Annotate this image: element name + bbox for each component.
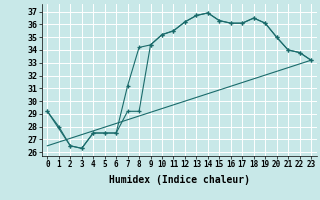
X-axis label: Humidex (Indice chaleur): Humidex (Indice chaleur) bbox=[109, 175, 250, 185]
